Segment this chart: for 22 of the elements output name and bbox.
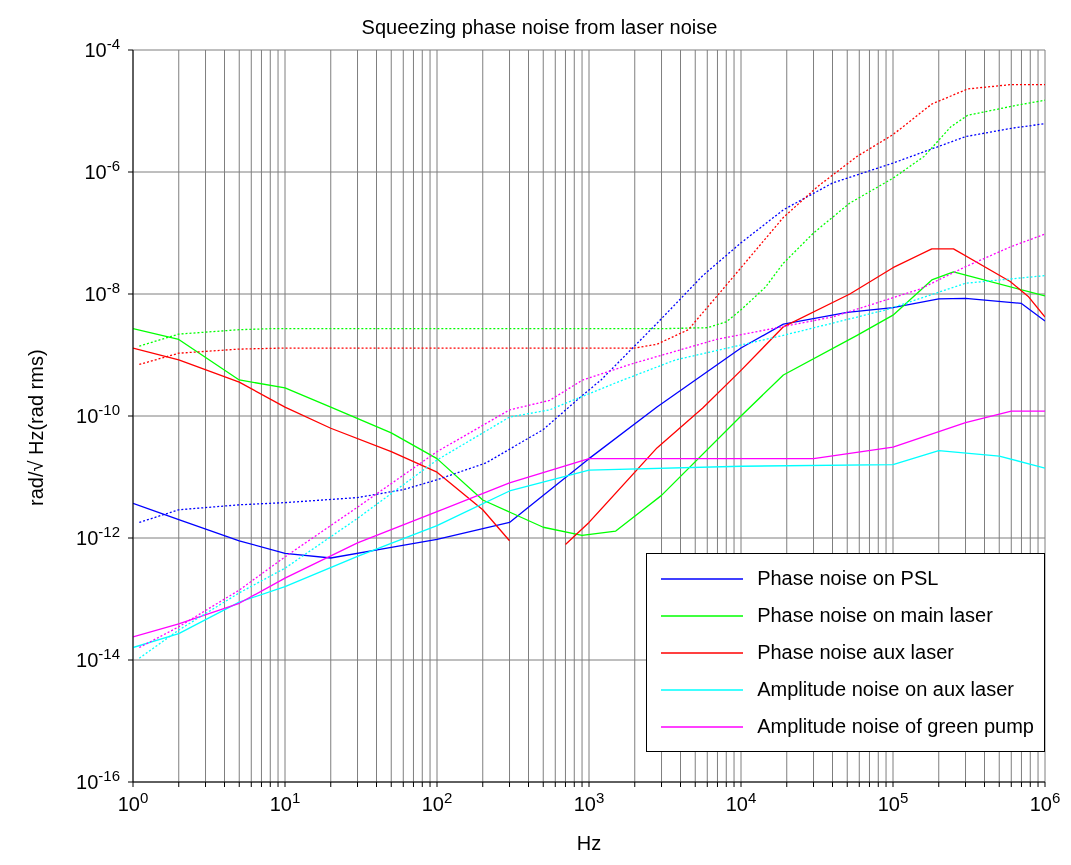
x-tick-label: 10$^{4}$ [725,788,757,815]
legend-label: Phase noise on main laser [757,604,993,627]
y-tick-label: 10$^{-14}$ [76,644,120,671]
x-axis-title: Hz [576,832,602,854]
y-tick-label: 10$^{-4}$ [84,34,120,61]
chart-title: Squeezing phase noise from laser noise [361,16,718,38]
legend-label: Amplitude noise on aux laser [757,678,1014,701]
x-tick-label: 10$^{6}$ [1029,788,1061,815]
y-axis-title: rad/√ Hz(rad rms) [25,349,48,506]
y-tick-label: 10$^{-10}$ [76,400,120,427]
x-tick-label: 10$^{2}$ [421,788,453,815]
y-tick-label: 10$^{-8}$ [84,278,120,305]
legend-label: Amplitude noise of green pump [757,715,1034,738]
y-tick-label: 10$^{-6}$ [84,156,120,183]
legend-label: Phase noise aux laser [757,641,954,664]
y-tick-label: 10$^{-12}$ [76,522,120,549]
x-tick-label: 10$^{1}$ [269,788,301,815]
x-tick-label: 10$^{5}$ [877,788,909,815]
x-tick-label: 10$^{3}$ [573,788,605,815]
y-tick-label: 10$^{-16}$ [76,766,120,793]
x-tick-label: 10$^{0}$ [117,788,149,815]
legend-label: Phase noise on PSL [757,567,939,590]
